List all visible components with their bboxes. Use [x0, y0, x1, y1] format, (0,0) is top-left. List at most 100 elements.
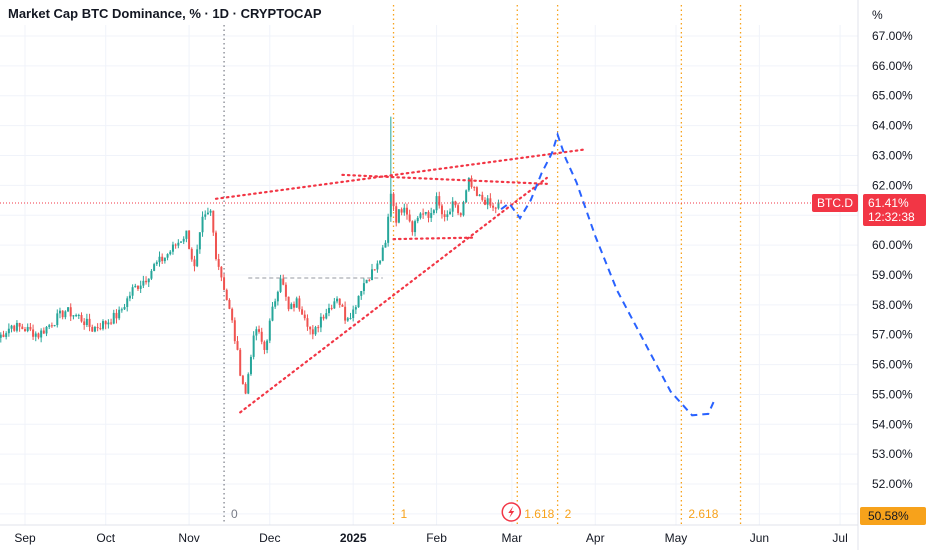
y-tick-label: 55.00% [872, 387, 913, 401]
wedge-trendline [341, 173, 548, 185]
candle-body [174, 244, 177, 246]
candle-body [483, 199, 486, 205]
wedge-trendline [214, 148, 586, 200]
candle-body [40, 330, 43, 338]
candle-body [392, 193, 395, 207]
candle-body [411, 221, 414, 233]
fib-level-label: 1 [401, 507, 408, 521]
candle-body [336, 298, 339, 302]
candle-body [15, 322, 18, 331]
candle-body [290, 303, 293, 310]
candle-body [48, 325, 51, 327]
candle-body [293, 303, 295, 308]
wedge-trendline [239, 176, 548, 414]
countdown-label: 12:32:38 [868, 210, 915, 224]
candle-body [268, 320, 271, 341]
candle-body [333, 301, 336, 309]
candle-body [376, 263, 379, 270]
candle-body [274, 301, 277, 307]
candle-body [271, 306, 274, 321]
candle-body [465, 190, 468, 203]
candle-body [241, 375, 244, 384]
y-tick-label: 63.00% [872, 148, 913, 162]
candle-body [7, 328, 10, 334]
x-tick-label: Mar [502, 531, 523, 545]
x-tick-label: Jul [832, 531, 847, 545]
candle-body [314, 327, 317, 335]
candle-body [325, 313, 328, 319]
candle-body [110, 322, 113, 324]
candle-body [462, 202, 465, 216]
candle-body [489, 198, 492, 206]
candle-body [457, 205, 460, 214]
candle-body [5, 333, 8, 337]
candle-body [446, 214, 449, 217]
candle-body [112, 312, 115, 324]
candle-body [443, 214, 446, 217]
lightning-icon [501, 502, 522, 522]
candle-body [169, 251, 172, 255]
candle-body [228, 299, 231, 309]
y-tick-label: 59.00% [872, 268, 913, 282]
candle-body [467, 178, 470, 191]
x-tick-label: 2025 [340, 531, 367, 545]
candle-body [180, 241, 183, 243]
candle-body [344, 306, 347, 321]
x-tick-label: Sep [14, 531, 36, 545]
candle-body [341, 304, 344, 307]
candle-body [136, 285, 139, 289]
candle-body [247, 374, 250, 394]
candle-body [276, 291, 279, 302]
candle-body [153, 264, 156, 271]
candle-body [220, 266, 223, 278]
candle-body [201, 216, 204, 233]
candle-body [303, 314, 306, 319]
candle-body [233, 320, 236, 342]
candle-body [212, 210, 215, 233]
candle-body [430, 213, 433, 218]
candle-body [263, 341, 266, 350]
chart-title: Market Cap BTC Dominance, % · 1D · CRYPT… [8, 6, 322, 21]
candle-body [384, 242, 387, 248]
candle-body [193, 259, 196, 267]
candle-body [236, 341, 239, 350]
candle-body [214, 232, 217, 260]
candle-body [427, 211, 430, 218]
candle-body [497, 202, 500, 209]
candle-body [161, 256, 164, 262]
candle-body [424, 211, 427, 214]
candle-body [258, 329, 261, 332]
wedge-trendline [392, 236, 476, 241]
candle-body [322, 316, 325, 319]
candle-body [282, 278, 285, 285]
candle-body [134, 285, 137, 288]
price-unit-label[interactable]: % [872, 8, 883, 22]
x-tick-label: Feb [426, 531, 447, 545]
candle-body [397, 209, 400, 223]
bottom-price-label: 50.58% [868, 509, 909, 523]
candle-body [435, 196, 438, 211]
candle-body [21, 326, 24, 330]
candle-body [99, 328, 102, 330]
candle-body [330, 307, 333, 309]
candle-body [34, 333, 37, 337]
bottom-price-tag-bg [860, 507, 926, 525]
candle-body [56, 313, 59, 326]
candle-body [118, 309, 121, 319]
x-tick-label: Dec [259, 531, 280, 545]
candle-body [440, 205, 443, 215]
candle-body [131, 287, 134, 296]
candle-body [0, 334, 2, 338]
candle-body [379, 260, 382, 264]
fib-level-label: 1.618 [524, 507, 554, 521]
candle-body [182, 238, 185, 242]
candle-body [266, 340, 269, 350]
candle-body [166, 254, 169, 258]
candle-body [422, 213, 425, 215]
candle-body [53, 325, 56, 327]
candle-body [454, 201, 457, 206]
candle-body [475, 187, 478, 196]
candle-body [85, 318, 88, 326]
